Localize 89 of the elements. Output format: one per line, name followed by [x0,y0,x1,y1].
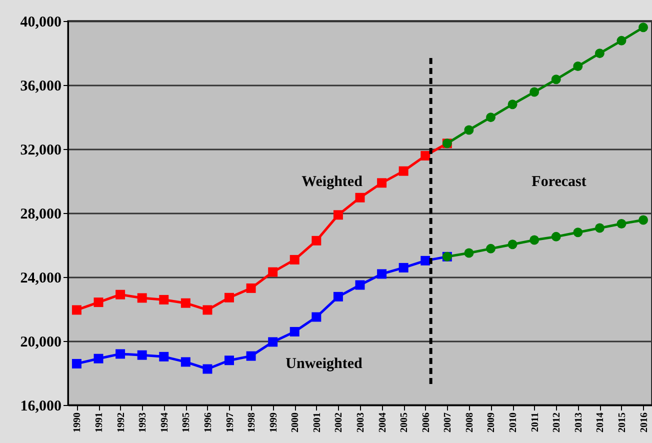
y-tick-label: 36,000 [20,78,62,94]
point [137,350,147,360]
point [202,364,212,374]
point [464,125,474,135]
point [551,74,561,84]
point [116,290,126,300]
x-tick-label: 2010 [508,412,520,432]
point [638,215,648,225]
point [290,254,300,264]
y-tick-label: 16,000 [20,398,62,414]
point [508,240,518,250]
point [333,292,343,302]
point [159,352,169,362]
x-tick-label: 2008 [464,412,476,432]
point [268,337,278,347]
point [377,178,387,188]
x-tick-label: 2013 [573,412,584,432]
point [420,256,430,266]
point [312,312,322,322]
x-tick-label: 2004 [377,412,388,432]
point [616,36,626,46]
x-tick-label: 2000 [290,412,302,432]
x-tick-label: 1996 [202,412,214,432]
y-tick-label: 20,000 [20,334,62,350]
x-tick-label: 2001 [312,412,323,432]
point [508,100,518,110]
y-tick-label: 28,000 [20,206,62,222]
x-tick-label: 1999 [268,412,280,432]
point [573,62,583,72]
y-tick-label: 24,000 [20,270,62,286]
point [94,354,104,364]
x-tick-label: 1991 [94,412,106,432]
point [246,351,256,361]
x-tick-label: 1990 [72,412,84,432]
x-tick-label: 2007 [442,412,454,432]
point [246,283,256,293]
x-tick-label: 2005 [399,412,410,432]
point [180,357,190,367]
point [486,112,496,122]
x-tick-label: 2003 [356,412,366,432]
point [312,236,322,246]
x-tick-label: 2002 [334,412,345,432]
point [464,248,474,258]
annotation: Weighted [302,174,364,190]
x-tick-label: 2011 [530,412,541,432]
x-tick-label: 2012 [552,412,563,432]
x-tick-label: 2015 [616,412,628,432]
x-tick-label: 1998 [246,412,258,432]
point [594,48,604,58]
point [355,192,365,202]
point [116,349,126,359]
point [486,244,496,254]
point [180,298,190,308]
x-tick-label: 2006 [420,412,432,432]
point [398,166,408,176]
point [72,358,82,368]
y-tick-label: 32,000 [20,142,62,158]
annotation: Unweighted [286,356,363,372]
point [268,267,278,277]
x-tick-label: 1992 [116,412,127,432]
x-tick-label: 1994 [159,412,170,432]
point [94,298,104,308]
point [224,292,234,302]
point [573,228,583,238]
x-tick-label: 1993 [138,412,149,432]
point [398,262,408,272]
point [530,235,540,245]
x-tick-label: 2009 [486,412,498,432]
point [290,326,300,336]
annotation: Forecast [532,174,586,190]
point [224,356,234,366]
point [594,223,604,233]
point [137,293,147,303]
point [333,210,343,220]
point [638,22,648,32]
point [159,294,169,304]
point [355,280,365,290]
point [616,218,626,228]
point [72,305,82,315]
point [202,305,212,315]
x-tick-label: 2014 [595,412,606,432]
point [377,269,387,279]
x-tick-label: 1997 [224,412,236,432]
y-tick-label: 40,000 [20,14,62,30]
point [420,150,430,160]
x-tick-label: 2016 [638,412,650,432]
point [530,87,540,97]
point [551,232,561,242]
x-tick-label: 1995 [181,412,192,432]
